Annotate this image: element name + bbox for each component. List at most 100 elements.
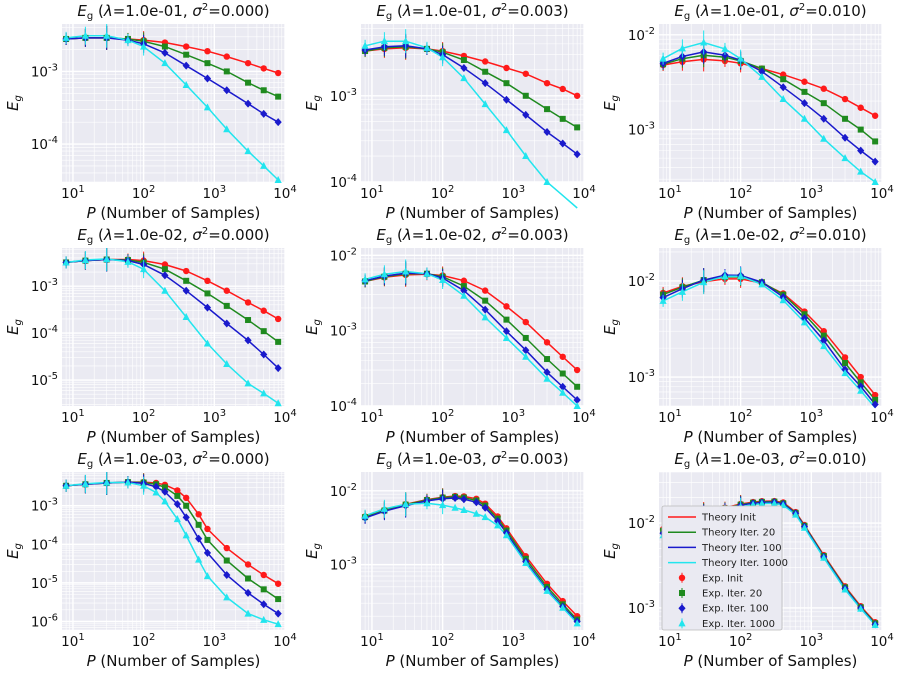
- tick-base: 10: [658, 634, 675, 650]
- tick-exponent: -6: [48, 612, 58, 623]
- data-point: [182, 513, 190, 522]
- data-point: [559, 388, 567, 396]
- tick-exponent: -2: [645, 272, 655, 283]
- x-label-text: (Number of Samples): [693, 652, 858, 670]
- data-point: [182, 286, 190, 295]
- tick-base: 10: [502, 410, 519, 426]
- tick-exponent: 1: [377, 184, 383, 195]
- title-part: (: [392, 2, 403, 20]
- data-point: [573, 396, 581, 405]
- data-point: [779, 296, 787, 304]
- tick-exponent: -3: [645, 368, 655, 379]
- title-part: 2: [501, 226, 507, 237]
- data-point: [182, 313, 190, 321]
- title-part: (: [93, 226, 104, 244]
- tick-base: 10: [31, 576, 48, 592]
- data-point: [482, 68, 489, 75]
- data-point: [244, 588, 252, 597]
- data-point: [543, 79, 551, 87]
- tick-exponent: 3: [519, 408, 525, 419]
- y-label-sub: g: [610, 543, 621, 549]
- title-part: g: [87, 11, 93, 22]
- y-label-var: E: [4, 325, 22, 335]
- tick-base: 10: [870, 634, 887, 650]
- legend-marker-swatch: [678, 574, 686, 581]
- tick-exponent: -4: [48, 324, 58, 335]
- y-axis-label: Eg: [601, 95, 621, 111]
- data-point: [573, 150, 581, 159]
- x-tick-label: 101: [61, 408, 85, 426]
- data-point: [182, 43, 190, 50]
- data-point: [481, 513, 489, 521]
- title-part: g: [684, 235, 690, 246]
- title-part: λ: [700, 226, 710, 244]
- data-point: [183, 51, 190, 58]
- data-point: [203, 548, 212, 557]
- data-point: [871, 178, 879, 185]
- data-point: [161, 48, 169, 57]
- tick-exponent: 2: [746, 632, 752, 643]
- data-point: [841, 354, 849, 361]
- y-label-var: E: [601, 325, 619, 335]
- data-point: [203, 572, 212, 580]
- data-point: [792, 510, 800, 518]
- data-point: [472, 498, 480, 507]
- tick-base: 10: [31, 614, 48, 630]
- data-point: [780, 76, 787, 83]
- data-point: [124, 36, 132, 44]
- x-label-var: P: [87, 652, 97, 670]
- title-part: =0.003): [507, 226, 568, 244]
- plot-area: [659, 248, 882, 406]
- data-point: [195, 521, 202, 528]
- data-point: [573, 402, 581, 409]
- tick-exponent: -5: [48, 371, 58, 382]
- data-point: [223, 302, 230, 309]
- tick-base: 10: [658, 410, 675, 426]
- plot-area: [361, 472, 584, 630]
- x-tick-label: 103: [502, 632, 526, 650]
- data-point: [274, 399, 282, 407]
- title-part: =0.010): [805, 226, 866, 244]
- tick-base: 10: [330, 324, 347, 340]
- tick-exponent: 1: [675, 632, 681, 643]
- tick-exponent: 4: [589, 632, 595, 643]
- subplot-title: Eg (λ=1.0e-02, σ2=0.000): [77, 226, 269, 246]
- y-axis-label: Eg: [4, 319, 24, 335]
- data-point: [482, 297, 489, 304]
- tick-base: 10: [330, 399, 347, 415]
- data-point: [260, 571, 267, 579]
- data-point: [274, 620, 282, 628]
- data-point: [274, 609, 282, 618]
- data-point: [402, 267, 410, 275]
- tick-exponent: -3: [48, 277, 58, 288]
- tick-base: 10: [31, 279, 48, 295]
- y-tick-label: 10-2: [628, 272, 655, 290]
- title-part: =1.0e-01,: [113, 2, 193, 20]
- data-point: [402, 500, 410, 508]
- x-tick-label: 101: [658, 408, 682, 426]
- tick-exponent: -4: [347, 173, 357, 184]
- subplot-title: Eg (λ=1.0e-03, σ2=0.010): [674, 450, 866, 470]
- tick-exponent: 3: [220, 184, 226, 195]
- data-point: [721, 272, 729, 280]
- x-tick-label: 103: [502, 184, 526, 202]
- tick-exponent: 2: [746, 408, 752, 419]
- data-point: [223, 53, 230, 60]
- x-tick-label: 102: [132, 184, 156, 202]
- data-point: [361, 41, 369, 49]
- x-tick-label: 102: [431, 408, 455, 426]
- data-point: [503, 80, 510, 87]
- legend-marker-swatch: [678, 604, 686, 613]
- data-point: [260, 65, 267, 72]
- tick-exponent: 1: [675, 184, 681, 195]
- data-point: [857, 386, 865, 394]
- data-point: [770, 499, 778, 507]
- data-point: [800, 314, 809, 323]
- x-label-var: P: [684, 204, 694, 222]
- tick-base: 10: [203, 634, 220, 650]
- title-part: 2: [501, 2, 507, 13]
- data-point: [451, 493, 459, 502]
- tick-base: 10: [729, 634, 746, 650]
- data-point: [494, 517, 502, 526]
